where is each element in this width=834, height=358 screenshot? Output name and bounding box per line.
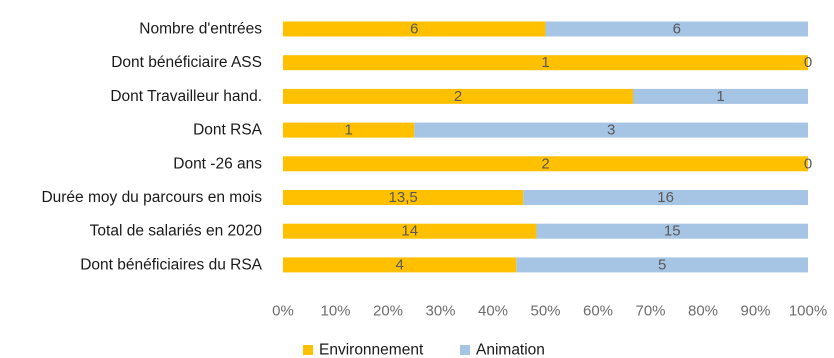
category-label: Durée moy du parcours en mois	[41, 189, 262, 206]
category-label: Dont bénéficiaires du RSA	[80, 256, 262, 273]
bar-animation	[536, 223, 808, 239]
data-label: 6	[410, 21, 418, 38]
bar-environnement	[283, 21, 546, 37]
data-label: 6	[673, 21, 681, 38]
bar-animation	[545, 21, 808, 37]
bar-animation	[523, 190, 808, 205]
data-label: 3	[607, 122, 615, 139]
bars-layer	[283, 21, 808, 273]
data-label: 0	[804, 54, 812, 71]
legend-label: Environnement	[319, 342, 424, 358]
data-label: 1	[716, 88, 724, 105]
legend: Environnement Animation	[303, 342, 545, 358]
x-tick-label: 0%	[272, 303, 294, 320]
x-axis-ticks: 0% 10% 20% 30% 40% 50% 60% 70% 80% 90% 100%	[272, 303, 827, 320]
data-label: 2	[541, 155, 549, 172]
bar-environnement	[283, 223, 537, 239]
x-tick-label: 60%	[583, 303, 613, 320]
bar-animation	[414, 122, 808, 138]
bar-animation	[516, 257, 808, 273]
bar-environnement	[283, 156, 808, 172]
data-label: 13,5	[389, 189, 418, 206]
category-label: Nombre d'entrées	[139, 21, 262, 38]
category-label: Dont bénéficiaire ASS	[111, 54, 262, 71]
x-tick-label: 20%	[373, 303, 403, 320]
x-tick-label: 40%	[478, 303, 508, 320]
x-tick-label: 50%	[530, 303, 560, 320]
legend-swatch-environnement	[303, 345, 313, 355]
bar-environnement	[283, 88, 633, 104]
data-label: 1	[541, 54, 549, 71]
x-tick-label: 70%	[635, 303, 665, 320]
category-labels: Nombre d'entrées Dont bénéficiaire ASS Don…	[41, 21, 262, 274]
data-label: 16	[657, 189, 674, 206]
data-labels: 6 6 1 0 2 1 1 3 2 0 13,5 16 14 15 4 5	[344, 21, 812, 274]
category-label: Dont RSA	[193, 122, 263, 139]
data-label: 1	[344, 122, 352, 139]
bar-environnement	[283, 122, 415, 138]
data-label: 2	[454, 88, 462, 105]
x-tick-label: 80%	[688, 303, 718, 320]
x-tick-label: 10%	[320, 303, 350, 320]
category-label: Total de salariés en 2020	[90, 223, 263, 240]
legend-label: Animation	[476, 342, 545, 358]
bar-environnement	[283, 55, 808, 71]
x-tick-label: 90%	[740, 303, 770, 320]
bar-environnement	[283, 190, 524, 205]
data-label: 0	[804, 155, 812, 172]
data-label: 4	[395, 256, 403, 273]
bar-animation	[633, 88, 808, 104]
category-label: Dont -26 ans	[173, 155, 262, 172]
data-label: 14	[401, 223, 418, 240]
legend-swatch-animation	[460, 345, 470, 355]
bar-environnement	[283, 257, 517, 273]
category-label: Dont Travailleur hand.	[110, 88, 262, 105]
data-label: 15	[664, 223, 681, 240]
x-tick-label: 100%	[789, 303, 827, 320]
data-label: 5	[658, 256, 666, 273]
x-tick-label: 30%	[425, 303, 455, 320]
